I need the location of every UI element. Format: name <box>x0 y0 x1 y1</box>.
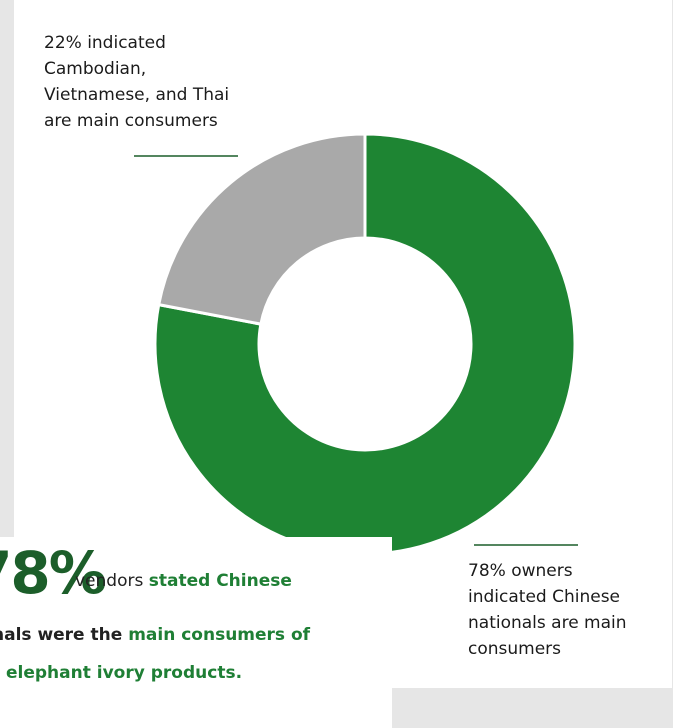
slice-chinese-nationals <box>153 132 577 556</box>
big-percentage: 78% <box>0 539 107 607</box>
callout-line-1-plain: vendors <box>75 571 149 591</box>
callout-line-2: nals were the main consumers of <box>0 625 310 645</box>
callout-line-2-bold: main consumers of <box>128 625 311 645</box>
slice-cambodian-vietnamese-thai <box>156 132 367 326</box>
gray-slice-annotation: 22% indicated Cambodian, Vietnamese, and… <box>44 33 230 131</box>
callout-line-2-plain: nals were the <box>0 625 129 645</box>
green-slice-annotation: 78% owners indicated Chinese nationals a… <box>468 561 627 659</box>
donut-slices <box>153 132 577 556</box>
callout-line-3-bold: elephant ivory products. <box>6 663 243 683</box>
callout-line-1: vendors stated Chinese <box>75 571 292 591</box>
callout-line-1-bold: stated Chinese <box>148 571 292 591</box>
page-background-corner <box>392 688 673 728</box>
callout-line-3: elephant ivory products. <box>6 663 242 683</box>
callout-card: 78% vendors stated Chinese nals were the… <box>0 537 392 728</box>
